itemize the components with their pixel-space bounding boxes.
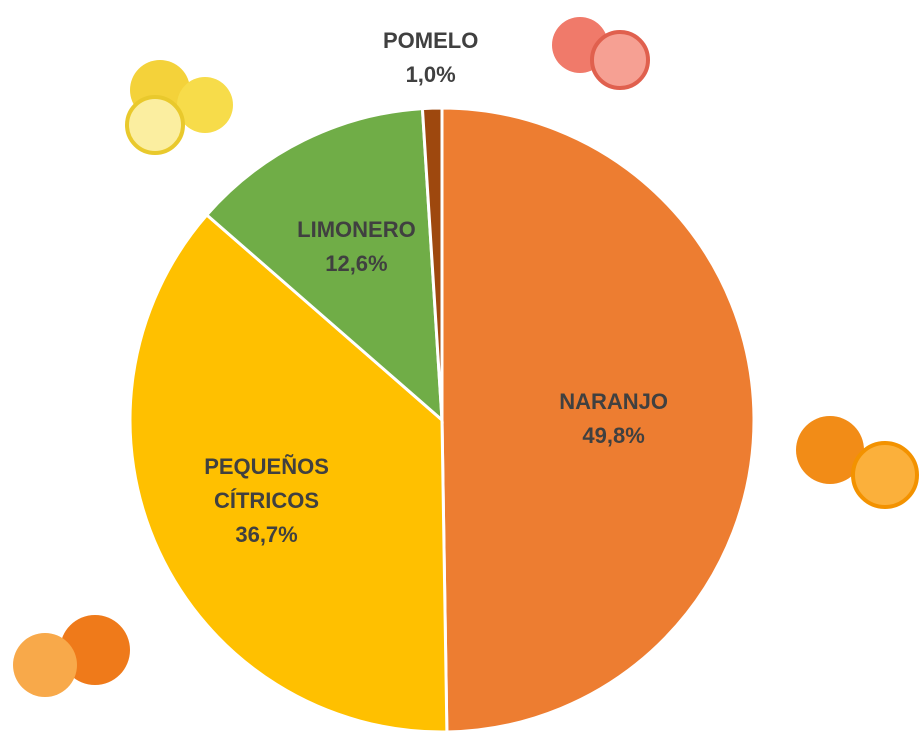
category-label: PEQUEÑOS CÍTRICOS — [182, 450, 352, 518]
grapefruit-icon — [592, 32, 648, 88]
category-label: LIMONERO — [271, 213, 441, 247]
value-label: 12,6% — [271, 247, 441, 281]
pie-area — [0, 0, 924, 734]
lemon-icon — [177, 77, 233, 133]
orange-icon — [853, 443, 917, 507]
lemon-icon — [127, 97, 183, 153]
value-label: 36,7% — [182, 518, 352, 552]
category-label: NARANJO — [529, 385, 699, 419]
mandarin-icon — [13, 633, 77, 697]
category-label: POMELO — [346, 24, 516, 58]
chart: NARANJO49,8% PEQUEÑOS CÍTRICOS36,7% LIMONE… — [0, 0, 924, 734]
value-label: 1,0% — [346, 58, 516, 92]
value-label: 49,8% — [529, 419, 699, 453]
